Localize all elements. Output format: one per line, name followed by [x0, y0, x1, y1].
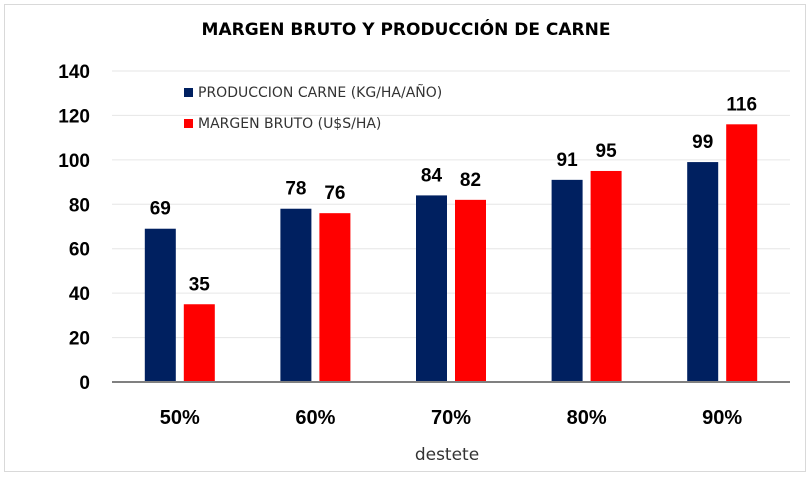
y-tick-label: 120	[58, 106, 90, 127]
data-label: 99	[692, 132, 713, 153]
x-tick-label: 80%	[567, 407, 607, 429]
bar-produccion	[416, 195, 447, 382]
bar-margen	[183, 304, 215, 382]
data-label: 78	[285, 179, 306, 200]
x-tick-label: 60%	[295, 407, 335, 429]
legend-swatch	[184, 88, 193, 97]
y-tick-label: 20	[69, 329, 90, 350]
legend-label: MARGEN BRUTO (U$S/HA)	[198, 116, 381, 132]
data-label: 95	[596, 141, 618, 162]
bar-produccion	[687, 162, 719, 382]
bar-margen	[590, 170, 622, 382]
bar-produccion	[551, 179, 583, 382]
bar-produccion	[280, 208, 312, 382]
legend-label: PRODUCCION CARNE (KG/HA/AÑO)	[198, 84, 442, 101]
data-label: 91	[557, 150, 579, 171]
bar-margen	[455, 199, 486, 382]
bar-margen	[319, 213, 351, 382]
y-tick-label: 140	[58, 62, 90, 83]
data-label: 116	[726, 94, 757, 115]
y-tick-label: 100	[58, 151, 90, 172]
y-tick-label: 60	[69, 240, 90, 261]
x-tick-label: 50%	[160, 407, 200, 429]
data-label: 82	[460, 170, 481, 191]
chart-title: MARGEN BRUTO Y PRODUCCIÓN DE CARNE	[201, 20, 611, 40]
data-label: 69	[150, 199, 171, 220]
data-label: 76	[324, 183, 345, 204]
y-tick-label: 80	[69, 195, 90, 216]
chart-frame	[4, 4, 806, 472]
data-label: 84	[421, 165, 443, 186]
y-tick-label: 40	[69, 284, 90, 305]
bar-margen	[726, 124, 758, 383]
y-tick-label: 0	[79, 373, 90, 394]
bar-produccion	[144, 228, 176, 382]
x-axis-label: destete	[415, 445, 479, 465]
data-label: 35	[189, 274, 211, 295]
x-tick-label: 90%	[702, 407, 742, 429]
x-tick-label: 70%	[431, 407, 471, 429]
legend-swatch	[184, 119, 193, 128]
